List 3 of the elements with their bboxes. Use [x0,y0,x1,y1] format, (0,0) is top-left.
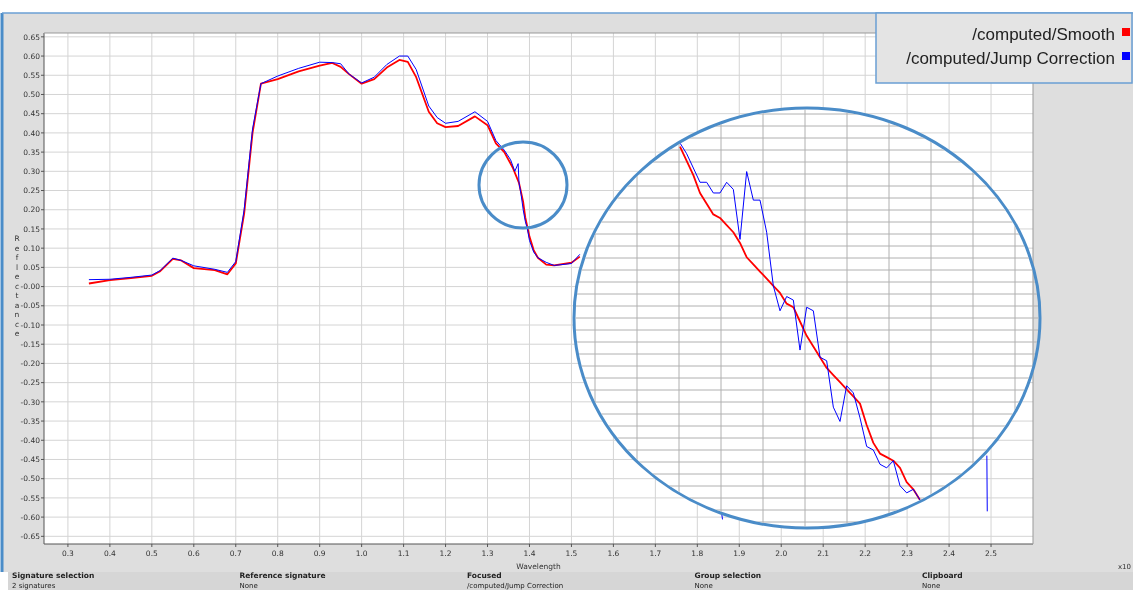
legend-label: /computed/Smooth [972,25,1115,44]
line-series [88,59,581,285]
legend-label: /computed/Jump Correction [906,49,1115,68]
